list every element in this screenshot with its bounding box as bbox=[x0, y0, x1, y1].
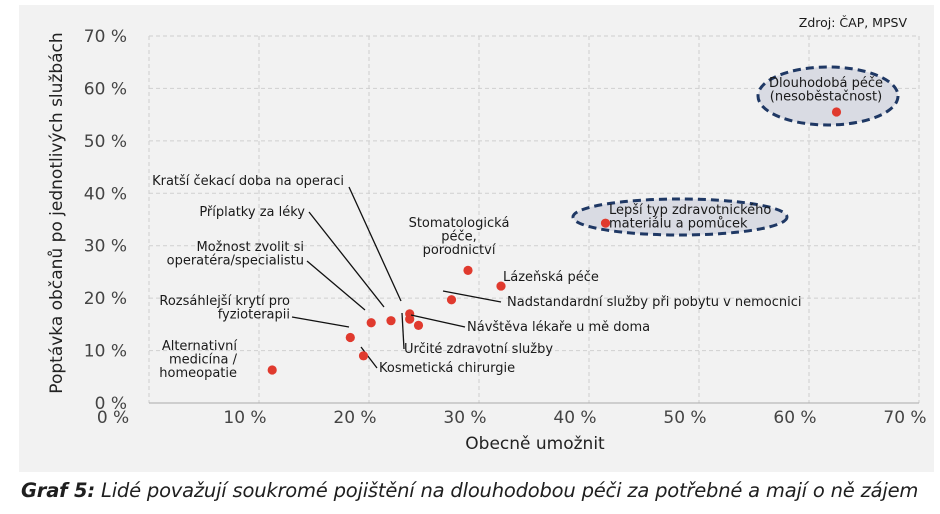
y-tick-label: 0 % bbox=[95, 394, 127, 414]
x-tick-label: 20 % bbox=[333, 408, 376, 428]
data-point bbox=[446, 295, 457, 305]
caption-prefix: Graf 5: bbox=[21, 479, 96, 502]
point-label-line: Kratší čekací doba na operaci bbox=[152, 174, 344, 189]
point-label: Příplatky za léky bbox=[199, 205, 305, 220]
source-label: Zdroj: ČAP, MPSV bbox=[799, 15, 908, 30]
point-label-line: Příplatky za léky bbox=[199, 205, 305, 220]
point-label: Stomatologická péče, porodnictví bbox=[409, 216, 510, 258]
data-point bbox=[366, 318, 376, 328]
point-label: Kratší čekací doba na operaci bbox=[152, 174, 344, 189]
y-axis-title: Poptávka občanů po jednotlivých službách bbox=[47, 32, 67, 393]
data-point bbox=[496, 281, 506, 291]
x-tick-label: 70 % bbox=[883, 408, 926, 428]
x-tick-label: 50 % bbox=[663, 408, 706, 428]
data-point bbox=[358, 351, 369, 361]
leader-line bbox=[348, 186, 402, 302]
data-point bbox=[600, 218, 611, 228]
leader-line bbox=[442, 290, 502, 303]
data-point bbox=[345, 332, 355, 343]
y-tick-label: 70 % bbox=[84, 27, 127, 47]
y-tick-label: 50 % bbox=[84, 132, 127, 152]
leader-line bbox=[360, 346, 378, 369]
data-point bbox=[386, 316, 396, 326]
point-label-line: Alternativní bbox=[162, 339, 238, 354]
point-label: Možnost zvolit si operatéra/specialistu bbox=[167, 240, 304, 269]
point-label-line: péče, bbox=[441, 230, 477, 245]
x-tick-label: 40 % bbox=[553, 408, 596, 428]
y-tick-label: 10 % bbox=[84, 342, 127, 362]
point-label-line: porodnictví bbox=[423, 243, 496, 258]
y-tick-label: 20 % bbox=[84, 289, 127, 309]
point-label-line: Rozsáhlejší krytí pro bbox=[159, 294, 290, 309]
x-tick-label: 60 % bbox=[773, 408, 816, 428]
point-label-line: Návštěva lékaře u mě doma bbox=[467, 320, 650, 335]
leader-line bbox=[401, 312, 405, 350]
point-label-line: medicína / bbox=[169, 353, 238, 368]
point-label-line: fyzioterapii bbox=[218, 308, 290, 323]
leader-line bbox=[308, 211, 385, 308]
data-point bbox=[413, 320, 424, 331]
data-point bbox=[831, 107, 842, 117]
data-point bbox=[405, 314, 415, 324]
chart-caption: Graf 5: Lidé považují soukromé pojištění… bbox=[21, 479, 936, 502]
point-label-line: Nadstandardní služby při pobytu v nemocn… bbox=[507, 295, 802, 310]
point-label: Nadstandardní služby při pobytu v nemocn… bbox=[507, 295, 802, 310]
data-point bbox=[463, 265, 473, 275]
point-label-line: operatéra/specialistu bbox=[167, 254, 304, 269]
point-label: Určité zdravotní služby bbox=[404, 342, 553, 357]
point-label-line: Lepší typ zdravotnického bbox=[609, 203, 771, 218]
highlight-ellipse-long-term-care bbox=[756, 65, 900, 127]
x-axis-title: Obecně umožnit bbox=[465, 434, 605, 454]
point-label-line: homeopatie bbox=[159, 366, 237, 381]
caption-text: Lidé považují soukromé pojištění na dlou… bbox=[95, 479, 919, 502]
point-label-line: Dlouhodobá péče bbox=[769, 76, 883, 91]
point-label: Návštěva lékaře u mě doma bbox=[467, 320, 650, 335]
chart-panel: 0 % 10 % 20 % 30 % 40 % 50 % 60 % 70 % 10 % 20 % 3… bbox=[19, 5, 934, 472]
x-tick-label-origin: 0 % bbox=[97, 408, 129, 428]
highlight-ellipse-medical-material bbox=[571, 197, 789, 237]
point-label: Rozsáhlejší krytí pro fyzioterapii bbox=[159, 294, 290, 323]
leader-line bbox=[291, 316, 350, 328]
point-label: Alternativní medicína / homeopatie bbox=[159, 339, 237, 381]
point-label-line: Určité zdravotní služby bbox=[404, 342, 553, 357]
point-label-line: Lázeňská péče bbox=[503, 270, 599, 285]
point-label-line: Možnost zvolit si bbox=[197, 240, 305, 255]
point-label-line: (nesoběstačnost) bbox=[770, 90, 882, 105]
leader-line bbox=[306, 260, 366, 311]
point-label: Dlouhodobá péče (nesoběstačnost) bbox=[769, 76, 883, 105]
y-tick-label: 60 % bbox=[84, 79, 127, 99]
leader-line bbox=[410, 314, 466, 328]
point-label: Kosmetická chirurgie bbox=[379, 361, 515, 376]
x-tick-label: 10 % bbox=[223, 408, 266, 428]
scatter-chart: 0 % 10 % 20 % 30 % 40 % 50 % 60 % 70 % 10 % 20 % 3… bbox=[47, 15, 927, 454]
point-label-line: materiálu a pomůcek bbox=[609, 217, 748, 232]
data-point bbox=[267, 365, 277, 375]
y-tick-label: 30 % bbox=[84, 237, 127, 257]
y-tick-label: 40 % bbox=[84, 184, 127, 204]
point-label-line: Stomatologická bbox=[409, 216, 510, 231]
x-tick-label: 30 % bbox=[443, 408, 486, 428]
point-label: Lázeňská péče bbox=[503, 270, 599, 285]
point-label: Lepší typ zdravotnického materiálu a pomů… bbox=[609, 203, 771, 232]
point-label-line: Kosmetická chirurgie bbox=[379, 361, 515, 376]
